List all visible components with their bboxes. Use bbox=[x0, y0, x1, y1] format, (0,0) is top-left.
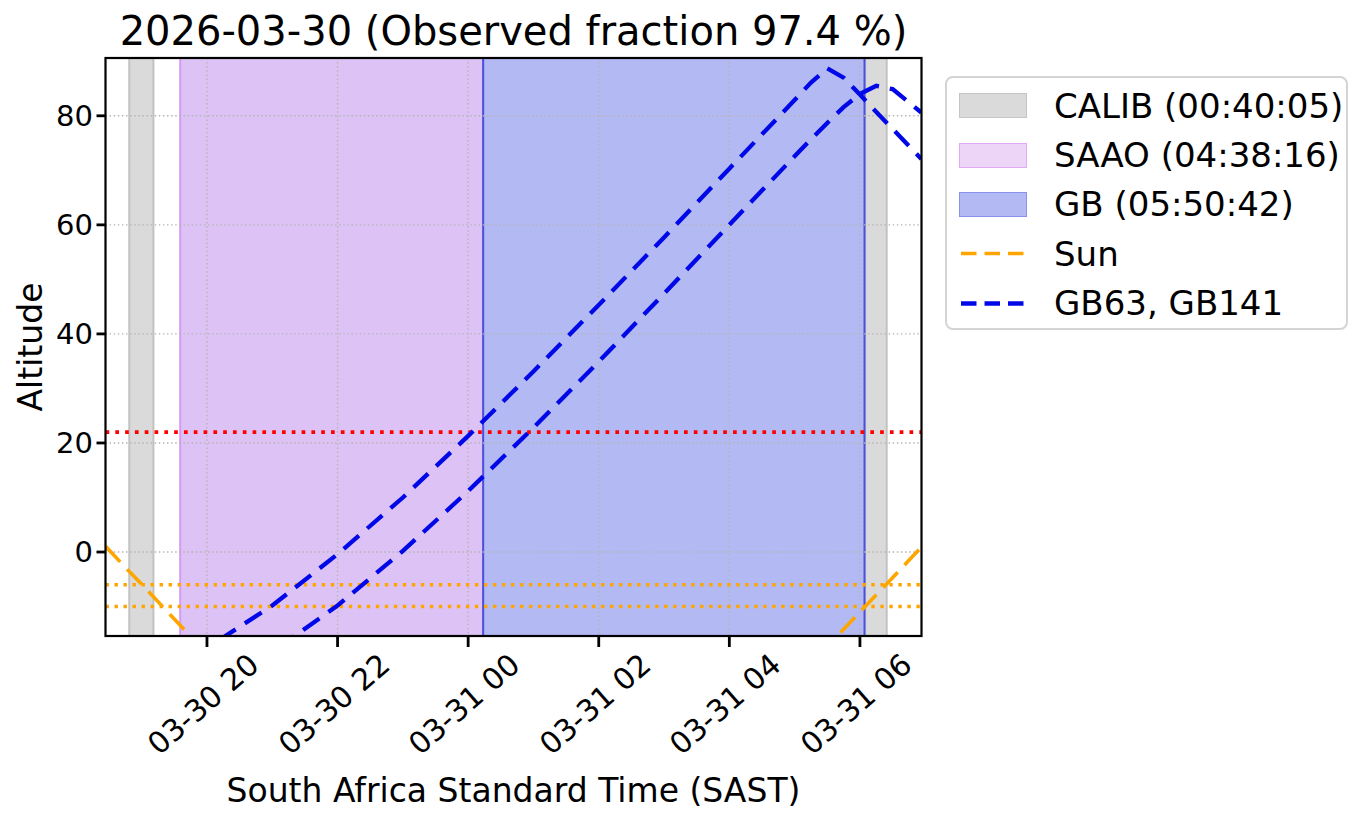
chart-title: 2026-03-30 (Observed fraction 97.4 %) bbox=[0, 8, 1027, 54]
band-saao bbox=[180, 58, 483, 636]
y-tick-label: 20 bbox=[0, 425, 93, 461]
band-calib bbox=[865, 58, 887, 636]
y-tick-label: 0 bbox=[0, 534, 93, 570]
observation-bands bbox=[129, 58, 886, 636]
legend: CALIB (00:40:05) SAAO (04:38:16) GB (05:50… bbox=[945, 76, 1348, 330]
legend-swatch-calib bbox=[959, 93, 1027, 118]
legend-label-saao: SAAO (04:38:16) bbox=[1054, 135, 1340, 175]
legend-label-gb: GB (05:50:42) bbox=[1054, 184, 1294, 224]
legend-label-sun: Sun bbox=[1054, 234, 1119, 274]
legend-swatch-saao bbox=[959, 143, 1027, 168]
legend-item-calib: CALIB (00:40:05) bbox=[947, 81, 1346, 130]
y-tick-label: 40 bbox=[0, 316, 93, 352]
y-tick-label: 60 bbox=[0, 207, 93, 243]
altitude-chart-figure: 2026-03-30 (Observed fraction 97.4 %) Al… bbox=[0, 0, 1363, 829]
legend-item-gb: GB (05:50:42) bbox=[947, 180, 1346, 229]
y-tick-label: 80 bbox=[0, 98, 93, 134]
legend-label-targets: GB63, GB141 bbox=[1054, 283, 1283, 323]
band-calib bbox=[129, 58, 153, 636]
legend-swatch-gb bbox=[959, 192, 1027, 217]
legend-swatch-targets bbox=[959, 291, 1027, 316]
legend-label-calib: CALIB (00:40:05) bbox=[1054, 86, 1343, 126]
legend-item-sun: Sun bbox=[947, 229, 1346, 278]
legend-item-saao: SAAO (04:38:16) bbox=[947, 130, 1346, 179]
x-axis-label: South Africa Standard Time (SAST) bbox=[0, 771, 1027, 810]
legend-item-targets: GB63, GB141 bbox=[947, 279, 1346, 328]
legend-swatch-sun bbox=[959, 241, 1027, 266]
